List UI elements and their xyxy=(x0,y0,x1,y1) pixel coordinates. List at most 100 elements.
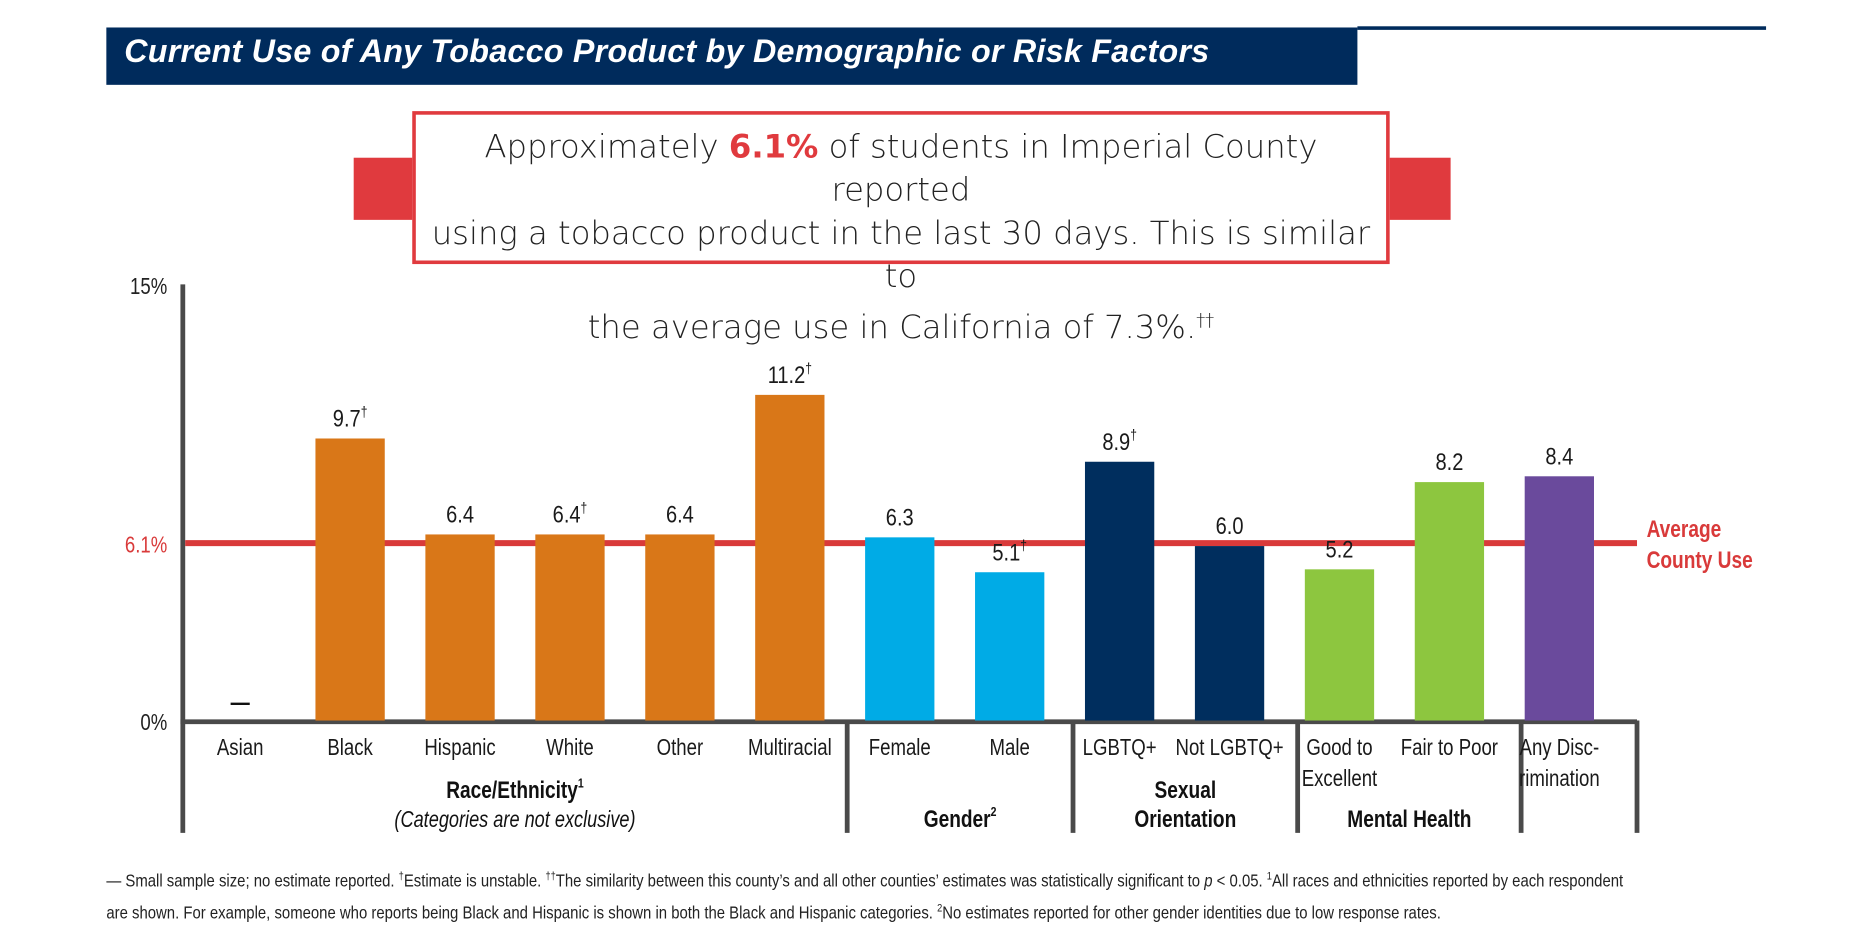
footnote-dagger: † xyxy=(398,869,404,882)
value-number: 9.7 xyxy=(333,405,361,432)
group-name: Sexual xyxy=(1155,776,1217,804)
bar-lgbtq- xyxy=(1084,461,1155,721)
value-label: 8.9† xyxy=(1102,427,1137,455)
value-number: 6.4 xyxy=(446,501,474,528)
category-label: LGBTQ+ xyxy=(1083,735,1157,760)
page-title: Current Use of Any Tobacco Product by De… xyxy=(124,33,1210,70)
footnote-similarity: The similarity between this county’s and… xyxy=(555,872,1205,892)
category-label: Excellent xyxy=(1302,767,1378,792)
group-name: Gender xyxy=(924,805,991,833)
value-marker: † xyxy=(1020,538,1027,554)
category-label: Asian xyxy=(217,735,264,760)
category-label: Female xyxy=(869,735,931,760)
value-number: 5.2 xyxy=(1326,536,1354,563)
category-label: Other xyxy=(657,735,704,760)
bar-male xyxy=(975,572,1045,721)
value-number: 6.0 xyxy=(1216,512,1244,539)
bar-female xyxy=(865,537,935,721)
group-label: Sexual xyxy=(1155,776,1217,804)
value-number: 8.4 xyxy=(1545,443,1573,470)
summary-highlight: 6.1% xyxy=(728,129,819,167)
footnote-sup-2: 2 xyxy=(937,901,943,914)
value-label: 6.3 xyxy=(886,504,914,531)
footnote-p: p xyxy=(1204,872,1213,892)
summary-line3: the average use in California of 7.3%. xyxy=(587,309,1197,347)
category-label: Multiracial xyxy=(748,735,832,760)
value-marker: † xyxy=(361,404,368,420)
y-tick-label: 15% xyxy=(130,274,167,299)
value-number: 8.9 xyxy=(1102,428,1130,455)
value-number: 6.4 xyxy=(553,501,581,528)
group-label: Mental Health xyxy=(1347,805,1471,833)
category-label: Any Disc- xyxy=(1520,735,1600,760)
value-marker: † xyxy=(1130,427,1137,443)
value-label: 6.4 xyxy=(666,501,694,528)
category-label: rimination xyxy=(1519,767,1600,792)
category-label: White xyxy=(546,735,594,760)
footnote: — Small sample size; no estimate reporte… xyxy=(106,863,1755,927)
category-label: Male xyxy=(990,735,1030,760)
title-rule xyxy=(1357,26,1767,30)
bar-white xyxy=(535,534,605,721)
footnote-unstable: Estimate is unstable. xyxy=(403,872,546,892)
bar-black xyxy=(315,438,385,721)
value-label: 6.4 xyxy=(446,501,474,528)
footnote-dash-note: — Small sample size; no estimate reporte… xyxy=(106,872,399,892)
value-marker: † xyxy=(581,500,588,516)
value-label: 5.2 xyxy=(1326,536,1354,563)
group-label: Orientation xyxy=(1134,805,1236,833)
value-number: 5.1 xyxy=(992,539,1020,566)
value-number: 6.4 xyxy=(666,501,694,528)
group-name: Orientation xyxy=(1134,805,1236,833)
summary-prefix: Approximately xyxy=(484,129,729,167)
value-label: 9.7† xyxy=(333,404,368,432)
group-label: Race/Ethnicity1 xyxy=(446,775,584,803)
value-number: 11.2 xyxy=(768,361,806,388)
bar-other xyxy=(645,534,715,721)
title-banner xyxy=(106,27,1358,85)
value-label: 6.4† xyxy=(553,500,588,528)
group-sup: 1 xyxy=(578,775,584,790)
summary-callout: Approximately 6.1% of students in Imperi… xyxy=(412,111,1390,347)
footnote-races: All races and ethnicities reported by ea… xyxy=(1271,872,1624,892)
value-marker: † xyxy=(805,360,812,376)
average-label-line2: County Use xyxy=(1647,546,1753,574)
footnote-example: are shown. For example, someone who repo… xyxy=(106,904,938,924)
summary-line2: using a tobacco product in the last 30 d… xyxy=(431,215,1371,296)
value-number: 8.2 xyxy=(1435,448,1463,475)
group-label: Gender2 xyxy=(924,804,997,832)
group-name: Mental Health xyxy=(1347,805,1471,833)
footnote-gender: No estimates reported for other gender i… xyxy=(942,904,1441,924)
footnote-sup-1: 1 xyxy=(1266,869,1272,882)
bar-fair-to-poor xyxy=(1414,482,1485,721)
category-label: Not LGBTQ+ xyxy=(1176,735,1284,760)
bar-multiracial xyxy=(755,394,825,721)
footnote-double-dagger: †† xyxy=(545,869,556,882)
bar-not-lgbtq- xyxy=(1194,546,1265,721)
callout-tab-left xyxy=(353,157,414,220)
bar-hispanic xyxy=(425,534,495,721)
summary-line1: of students in Imperial County reported xyxy=(818,129,1318,210)
summary-text: Approximately 6.1% of students in Imperi… xyxy=(416,127,1386,350)
summary-line3-sup: †† xyxy=(1196,309,1215,331)
value-label: 8.2 xyxy=(1435,448,1463,475)
value-label: 5.1† xyxy=(992,538,1027,566)
value-label: 6.0 xyxy=(1216,512,1244,539)
callout-tab-right xyxy=(1388,157,1451,220)
bar-good-to-excellent xyxy=(1304,569,1375,721)
bar-any-discrimination xyxy=(1524,476,1594,721)
value-number: 6.3 xyxy=(886,504,914,531)
category-label: Fair to Poor xyxy=(1401,735,1498,760)
category-label: Black xyxy=(327,735,373,760)
category-label: Good to xyxy=(1306,735,1372,760)
average-axis-label: 6.1% xyxy=(125,533,167,558)
value-label: 11.2† xyxy=(768,360,812,388)
category-label: Hispanic xyxy=(424,735,495,760)
value-label: 8.4 xyxy=(1545,443,1573,470)
group-sup: 2 xyxy=(991,804,997,819)
average-label-line1: Average xyxy=(1647,515,1722,543)
y-tick-label: 0% xyxy=(140,710,167,735)
group-name: Race/Ethnicity xyxy=(446,776,578,804)
